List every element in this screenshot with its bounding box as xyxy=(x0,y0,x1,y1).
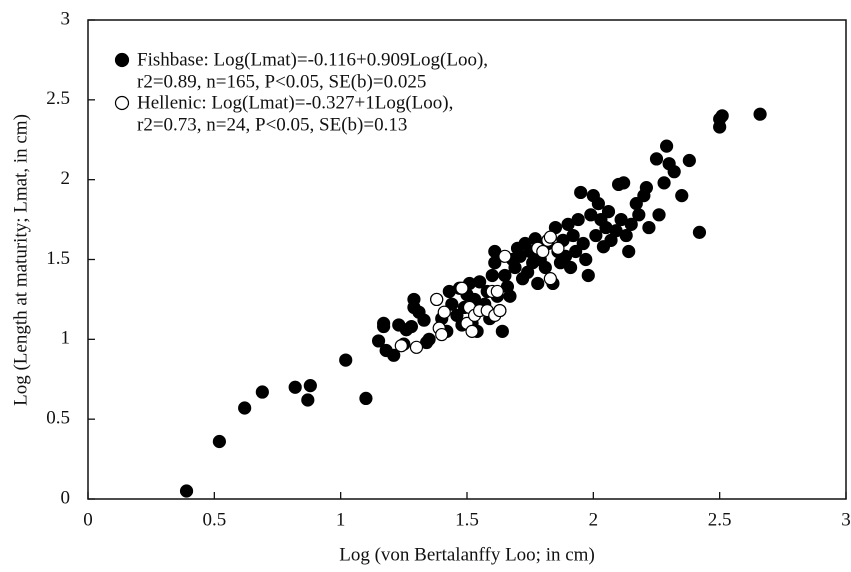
y-tick-label: 3 xyxy=(61,8,71,29)
data-point xyxy=(617,176,631,190)
legend-detail: r2=0.89, n=165, P<0.05, SE(b)=0.025 xyxy=(137,71,426,92)
data-point xyxy=(591,197,605,211)
legend-label: Hellenic: Log(Lmat)=-0.327+1Log(Loo), xyxy=(137,92,453,113)
data-point xyxy=(445,297,459,311)
data-point xyxy=(543,272,557,286)
data-point xyxy=(660,139,674,153)
data-point xyxy=(255,385,269,399)
y-tick-label: 2.5 xyxy=(46,88,70,109)
data-point xyxy=(657,176,671,190)
data-point xyxy=(498,268,512,283)
data-point xyxy=(563,260,578,275)
data-point xyxy=(652,208,666,222)
x-axis-label: Log (von Bertalanffy Loo; in cm) xyxy=(339,544,595,565)
data-point xyxy=(485,268,499,283)
data-point xyxy=(531,276,545,291)
data-point xyxy=(301,393,315,407)
legend-label: Fishbase: Log(Lmat)=-0.116+0.909Log(Loo)… xyxy=(137,49,488,70)
data-point xyxy=(455,281,469,295)
data-point xyxy=(465,324,479,338)
x-tick-label: 1.5 xyxy=(455,509,479,530)
data-point xyxy=(639,181,653,195)
data-point xyxy=(508,260,522,275)
data-point xyxy=(409,340,424,354)
data-point xyxy=(339,353,353,367)
data-point xyxy=(589,228,603,243)
data-point xyxy=(303,379,317,393)
data-point xyxy=(417,313,431,327)
data-point xyxy=(371,334,386,348)
data-point xyxy=(212,434,226,449)
y-tick-label: 1 xyxy=(61,328,71,349)
data-point xyxy=(422,332,436,346)
data-point xyxy=(574,185,588,200)
x-tick-label: 2.5 xyxy=(708,509,732,530)
y-tick-label: 0 xyxy=(61,487,71,508)
data-point xyxy=(667,165,681,179)
data-point xyxy=(624,217,638,231)
data-point xyxy=(649,152,664,166)
data-point xyxy=(498,249,512,263)
legend-detail: r2=0.73, n=24, P<0.05, SE(b)=0.13 xyxy=(137,114,407,135)
data-point xyxy=(495,324,509,338)
data-point xyxy=(571,212,585,227)
data-point xyxy=(619,228,633,243)
data-point xyxy=(503,289,517,303)
legend-marker xyxy=(114,95,130,111)
legend-marker xyxy=(114,52,130,68)
data-point xyxy=(359,391,373,406)
data-point xyxy=(179,484,194,498)
data-point xyxy=(473,275,487,289)
data-point xyxy=(377,319,391,334)
data-point xyxy=(715,109,729,123)
data-point xyxy=(437,305,451,319)
data-point xyxy=(569,244,583,259)
data-point xyxy=(551,241,565,255)
data-point xyxy=(632,208,646,222)
data-point xyxy=(566,228,580,243)
y-tick-label: 0.5 xyxy=(46,408,70,429)
data-point xyxy=(387,348,401,362)
data-point xyxy=(579,252,593,267)
data-point xyxy=(490,284,504,299)
data-point xyxy=(404,319,419,334)
data-point xyxy=(642,220,656,235)
data-point xyxy=(430,292,444,307)
x-tick-label: 0 xyxy=(83,509,93,530)
y-axis-label: Log (Length at maturity; Lmat, in cm) xyxy=(10,114,31,406)
x-tick-label: 0.5 xyxy=(202,509,226,530)
data-point xyxy=(622,244,636,259)
x-tick-label: 3 xyxy=(841,509,851,530)
y-tick-label: 2 xyxy=(61,168,71,189)
data-point xyxy=(394,339,408,353)
data-point xyxy=(543,230,557,244)
data-point xyxy=(692,225,707,239)
data-point xyxy=(713,120,727,134)
data-point xyxy=(488,256,502,270)
data-point xyxy=(601,205,616,219)
data-point xyxy=(576,236,590,251)
data-point xyxy=(536,244,550,259)
y-tick-label: 1.5 xyxy=(46,248,70,269)
data-point xyxy=(581,268,595,283)
data-point xyxy=(238,401,252,415)
data-point xyxy=(435,327,449,342)
data-point xyxy=(682,153,696,168)
data-point xyxy=(675,189,689,203)
data-point xyxy=(538,260,552,275)
data-point xyxy=(288,380,302,394)
x-tick-label: 2 xyxy=(589,509,599,530)
x-tick-label: 1 xyxy=(336,509,346,530)
data-point xyxy=(493,303,507,318)
data-point xyxy=(753,107,767,121)
